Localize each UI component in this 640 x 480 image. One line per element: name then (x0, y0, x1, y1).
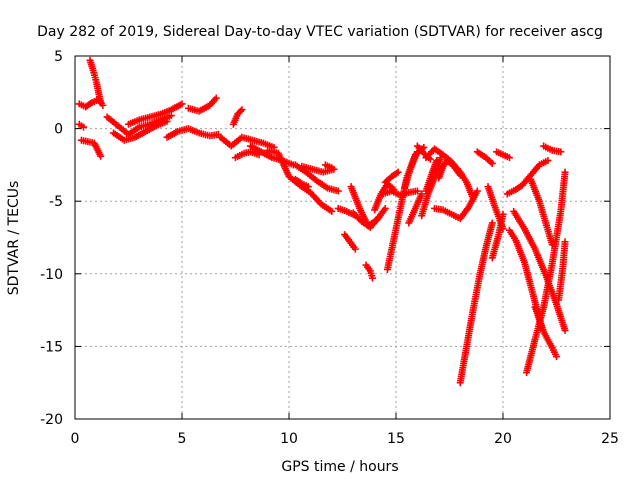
data-point (178, 100, 186, 108)
plot-frame (74, 55, 611, 420)
data-point (426, 155, 434, 163)
data-point (553, 353, 560, 361)
x-tick-label: 15 (387, 431, 405, 447)
axis-ticks: 0 5 10 15 20 25 5 0 -5 -10 -15 -20 (40, 49, 619, 447)
data-point (375, 213, 383, 221)
data-point (473, 187, 481, 195)
x-tick-label: 25 (601, 431, 619, 447)
data-point (488, 159, 496, 167)
data-point (561, 238, 569, 246)
chart-title: Day 282 of 2019, Sidereal Day-to-day VTE… (37, 24, 603, 40)
y-tick-label: -15 (40, 339, 63, 355)
data-point (334, 187, 342, 195)
x-tick-label: 5 (178, 431, 187, 447)
y-tick-label: -20 (40, 412, 63, 428)
data-point (561, 168, 569, 176)
data-point (381, 204, 389, 212)
data-point (212, 94, 220, 102)
x-axis-label: GPS time / hours (281, 459, 398, 475)
y-tick-label: -5 (49, 194, 63, 210)
data-point (351, 245, 359, 253)
data-point (488, 219, 496, 227)
data-point (456, 171, 464, 179)
data-point (97, 152, 105, 160)
data-point (97, 98, 105, 106)
data-point (394, 168, 402, 176)
data-point (368, 274, 376, 282)
y-tick-label: 5 (54, 49, 63, 65)
data-point (304, 183, 312, 191)
y-tick-label: -10 (40, 267, 63, 283)
data-point (328, 164, 336, 172)
data-point (505, 154, 513, 162)
data-point (328, 207, 336, 215)
data-point (561, 326, 569, 334)
data-point (418, 190, 426, 198)
data-point (413, 187, 421, 195)
y-axis-label: SDTVAR / TECUs (6, 181, 22, 296)
y-tick-label: 0 (54, 122, 63, 138)
x-tick-label: 10 (280, 431, 298, 447)
data-series (75, 56, 569, 387)
data-point (236, 107, 244, 115)
data-point (433, 157, 441, 165)
data-point (163, 117, 171, 125)
data-point (544, 157, 552, 165)
x-tick-label: 0 (71, 431, 80, 447)
data-point (499, 210, 507, 218)
data-point (80, 123, 88, 131)
x-tick-label: 20 (494, 431, 512, 447)
data-point (238, 106, 246, 114)
data-point (548, 241, 556, 249)
data-point (557, 148, 565, 156)
